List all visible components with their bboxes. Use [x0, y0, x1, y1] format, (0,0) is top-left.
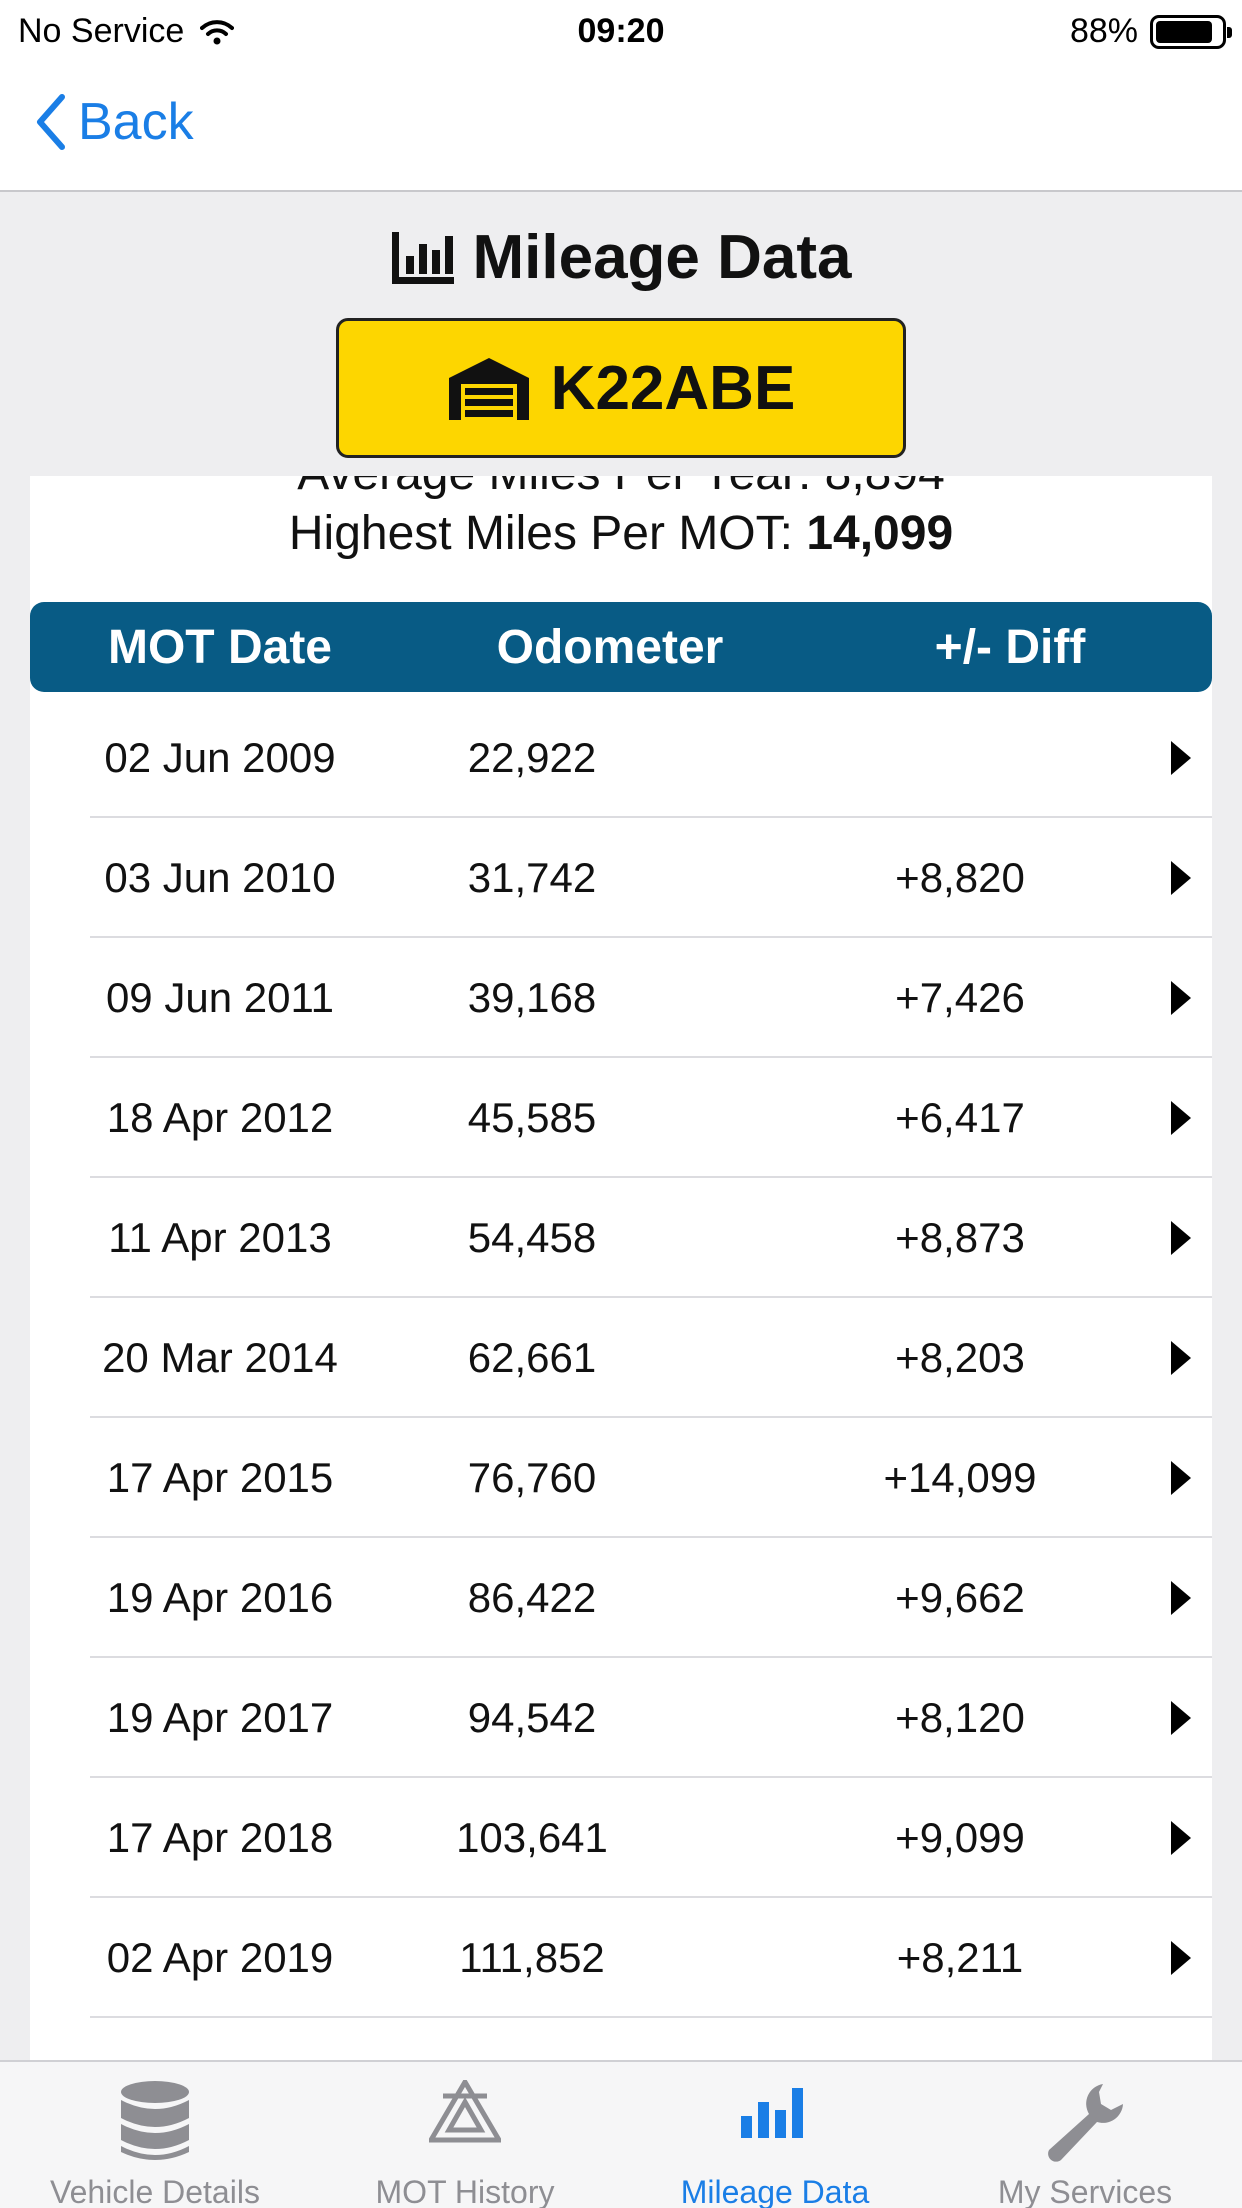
mot-date: 11 Apr 2013 [108, 1214, 332, 1261]
disclosure-arrow-icon [1171, 981, 1191, 1015]
highest-miles-line: Highest Miles Per MOT: 14,099 [30, 506, 1212, 561]
odometer-value: 45,585 [467, 1094, 597, 1141]
table-row[interactable]: 09 Jun 2011 39,168 +7,426 [30, 938, 1212, 1058]
mot-date: 02 Apr 2019 [106, 1934, 334, 1981]
diff-value: +8,211 [896, 1934, 1024, 1981]
disclosure-arrow-icon [1171, 1821, 1191, 1855]
table-row[interactable]: 02 Apr 2019 111,852 +8,211 [30, 1898, 1212, 2018]
table-row[interactable]: 11 Apr 2013 54,458 +8,873 [30, 1178, 1212, 1298]
disclosure-arrow-icon [1171, 1341, 1191, 1375]
tab-vehicle-details[interactable]: Vehicle Details [0, 2062, 310, 2208]
chevron-left-icon [37, 94, 65, 150]
table-row[interactable]: 03 Jun 2010 31,742 +8,820 [30, 818, 1212, 938]
tab-label: MOT History [375, 2174, 555, 2208]
odometer-value: 54,458 [467, 1214, 597, 1261]
table-row[interactable]: 19 Apr 2016 86,422 +9,662 [30, 1538, 1212, 1658]
odometer-value: 103,641 [456, 1814, 608, 1861]
tab-mot-history[interactable]: MOT History [310, 2062, 620, 2208]
disclosure-arrow-icon [1171, 1221, 1191, 1255]
diff-value: +14,099 [883, 1454, 1037, 1501]
mot-date: 02 Jun 2009 [104, 734, 336, 781]
bar-chart-icon [741, 2088, 803, 2138]
odometer-value: 22,922 [467, 734, 597, 781]
tab-label: Vehicle Details [50, 2174, 260, 2208]
disclosure-arrow-icon [1171, 861, 1191, 895]
table-row[interactable]: 18 Apr 2012 45,585 +6,417 [30, 1058, 1212, 1178]
diff-value: +9,662 [895, 1574, 1025, 1621]
status-bar: No Service 09:20 88% [0, 0, 1242, 62]
table-row[interactable]: 19 Apr 2017 94,542 +8,120 [30, 1658, 1212, 1778]
mot-triangles-icon [429, 2080, 501, 2143]
table-row[interactable]: 02 Jun 2009 22,922 [30, 698, 1212, 818]
diff-value: +8,873 [895, 1214, 1025, 1261]
carrier-label: No Service [18, 12, 185, 50]
mot-date: 19 Apr 2017 [106, 1694, 334, 1741]
mot-date: 17 Apr 2015 [106, 1454, 334, 1501]
mot-date: 09 Jun 2011 [105, 974, 335, 1021]
nav-bar: Back [0, 62, 1242, 192]
tab-mileage-data[interactable]: Mileage Data [620, 2062, 930, 2208]
status-right: 88% [1069, 12, 1232, 51]
disclosure-arrow-icon [1171, 1701, 1191, 1735]
diff-value: +9,099 [895, 1814, 1025, 1861]
mot-date: 19 Apr 2016 [106, 1574, 334, 1621]
disclosure-arrow-icon [1171, 1941, 1191, 1975]
diff-value: +8,120 [895, 1694, 1025, 1741]
disclosure-arrow-icon [1171, 1581, 1191, 1615]
disclosure-arrow-icon [1171, 1101, 1191, 1135]
garage-icon [448, 358, 529, 420]
disclosure-arrow-icon [1171, 741, 1191, 775]
average-miles-line: Average Miles Per Year: 8,894 [30, 476, 1212, 501]
mileage-rows: 02 Jun 2009 22,922 03 Jun 2010 31,742 +8,820… [30, 698, 1212, 2018]
diff-value: +8,203 [895, 1334, 1025, 1381]
header-mot-date: MOT Date [107, 621, 332, 674]
diff-value: +8,820 [895, 854, 1025, 901]
mileage-card: Average Miles Per Year: 8,894 Highest Mi… [30, 476, 1212, 2060]
back-button[interactable]: Back [34, 92, 194, 152]
battery-icon [1150, 14, 1232, 49]
mot-date: 20 Mar 2014 [102, 1334, 338, 1381]
table-row[interactable]: 20 Mar 2014 62,661 +8,203 [30, 1298, 1212, 1418]
battery-percent: 88% [1069, 12, 1138, 50]
status-left: No Service [18, 12, 235, 51]
odometer-value: 111,852 [459, 1934, 605, 1981]
database-icon [121, 2081, 189, 2160]
table-row[interactable]: 17 Apr 2015 76,760 +14,099 [30, 1418, 1212, 1538]
odometer-value: 62,661 [467, 1334, 597, 1381]
odometer-value: 39,168 [467, 974, 597, 1021]
header-odometer: Odometer [496, 621, 724, 674]
tab-my-services[interactable]: My Services [930, 2062, 1240, 2208]
odometer-value: 86,422 [467, 1574, 597, 1621]
mot-date: 17 Apr 2018 [106, 1814, 334, 1861]
plate-number: K22ABE [550, 353, 796, 423]
bar-chart-icon [392, 231, 455, 284]
odometer-value: 31,742 [467, 854, 597, 901]
diff-value: +6,417 [895, 1094, 1025, 1141]
back-label: Back [78, 93, 194, 151]
wifi-icon [200, 19, 235, 44]
table-row[interactable]: 17 Apr 2018 103,641 +9,099 [30, 1778, 1212, 1898]
tab-label: My Services [997, 2174, 1173, 2208]
page-title: Mileage Data [472, 223, 852, 292]
tab-bar: Vehicle Details MOT History Mileage Data [0, 2060, 1242, 2208]
disclosure-arrow-icon [1171, 1461, 1191, 1495]
highest-miles-label: Highest Miles Per MOT: [288, 507, 793, 560]
mot-date: 03 Jun 2010 [104, 854, 336, 901]
wrench-icon [1048, 2084, 1123, 2162]
registration-plate: K22ABE [336, 318, 906, 458]
header-diff: +/- Diff [934, 621, 1086, 674]
tab-label: Mileage Data [680, 2174, 870, 2208]
mot-date: 18 Apr 2012 [106, 1094, 334, 1141]
page-header: Mileage Data [0, 222, 1242, 293]
table-header: MOT Date Odometer +/- Diff [30, 602, 1212, 692]
highest-miles-value: 14,099 [806, 507, 954, 560]
odometer-value: 76,760 [467, 1454, 597, 1501]
diff-value: +7,426 [895, 974, 1025, 1021]
odometer-value: 94,542 [467, 1694, 597, 1741]
status-time: 09:20 [577, 12, 665, 50]
